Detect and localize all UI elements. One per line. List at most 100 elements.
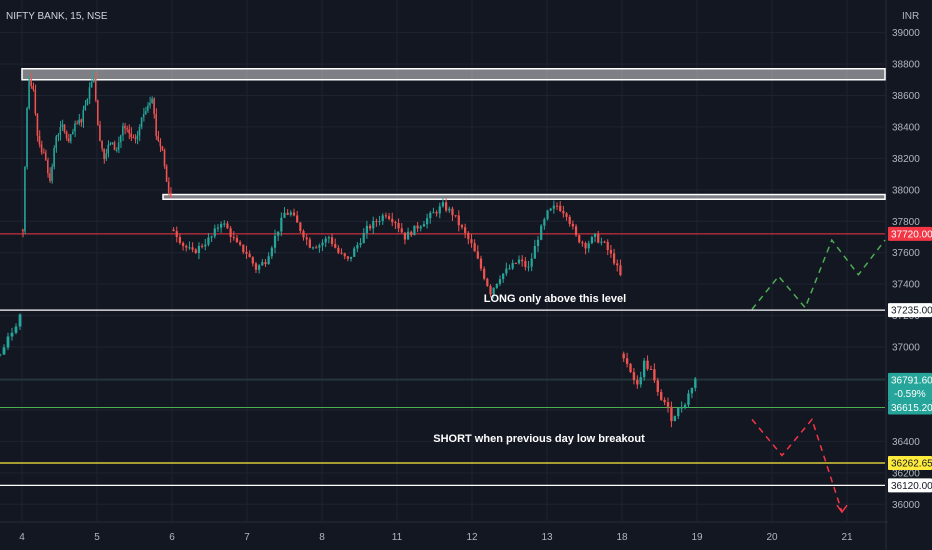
candle-body: [378, 220, 381, 222]
candle-body: [552, 205, 555, 209]
zones[interactable]: [21, 67, 886, 200]
candle-body: [149, 102, 151, 106]
candle-body: [555, 205, 559, 207]
candle-body: [495, 283, 498, 288]
candle-body: [327, 237, 330, 239]
zone-box[interactable]: [21, 67, 886, 81]
candle-body: [144, 111, 147, 115]
candle-body: [124, 125, 126, 129]
price-axis[interactable]: 39000 38800 38600 38400 38200 38000 37800 37600…: [892, 28, 920, 511]
zone-box[interactable]: [162, 193, 886, 200]
x-tick-label: 19: [691, 532, 703, 543]
candle-body: [425, 218, 429, 225]
candle-body: [460, 225, 464, 228]
candle-body: [6, 336, 10, 348]
annotation-text[interactable]: LONG only above this level: [484, 293, 626, 305]
candle-body: [609, 250, 613, 254]
candle-body: [239, 242, 242, 245]
candle-body: [646, 360, 649, 369]
candle-body: [67, 138, 70, 142]
candle-body: [622, 353, 625, 359]
candle-body: [581, 242, 584, 244]
candle-body: [299, 222, 302, 231]
levels[interactable]: [0, 233, 885, 487]
candle-body: [258, 265, 261, 270]
candle-body: [30, 79, 32, 87]
candle-body: [429, 212, 432, 219]
candle-body: [334, 243, 337, 248]
y-tick-label: 36400: [892, 437, 920, 448]
candle-body: [372, 221, 375, 229]
price-badge: [888, 400, 932, 415]
candle-body: [324, 238, 327, 243]
candle-body: [86, 98, 89, 106]
annotations[interactable]: LONG only above this level SHORT when pre…: [433, 293, 645, 445]
candle-body: [574, 226, 578, 236]
candle-body: [387, 216, 391, 219]
candle-body: [340, 252, 343, 254]
candle-body: [400, 228, 403, 233]
x-tick-label: 11: [392, 532, 403, 543]
candle-body: [527, 266, 530, 268]
candle-body: [14, 326, 18, 333]
candle-body: [514, 262, 517, 264]
price-badge: [888, 372, 932, 401]
x-tick-label: 8: [319, 532, 325, 543]
price-badge-label: 36791.60: [891, 375, 932, 386]
candle-body: [178, 237, 182, 243]
candle-body: [109, 144, 112, 146]
candle-body: [612, 253, 616, 264]
candle-body: [308, 239, 311, 248]
candle-body: [660, 391, 663, 400]
candle-body: [136, 135, 139, 140]
candle-body: [63, 124, 66, 132]
candle-body: [629, 363, 632, 373]
candle-body: [40, 144, 43, 153]
projection-short[interactable]: [751, 417, 843, 513]
candle-body: [517, 259, 521, 264]
candle-body: [568, 216, 571, 224]
candle-body: [457, 215, 460, 226]
currency-label[interactable]: INR: [902, 11, 919, 22]
candle-body: [498, 279, 502, 284]
candle-body: [270, 247, 273, 257]
projection-long[interactable]: [751, 238, 886, 310]
candle-body: [489, 285, 492, 295]
candle-body: [511, 262, 514, 269]
candle-body: [47, 160, 49, 174]
candle-body: [191, 247, 194, 250]
annotation-text[interactable]: SHORT when previous day low breakout: [433, 433, 645, 445]
candle-body: [28, 79, 30, 108]
candle-body: [636, 379, 639, 385]
candle-body: [578, 235, 581, 243]
candle-body: [438, 206, 441, 214]
candle-body: [130, 133, 132, 138]
candle-body: [677, 407, 680, 417]
candle-body: [639, 377, 642, 385]
time-axis[interactable]: 4 5 6 7 8 11 12 13 18 19 20 21: [19, 532, 853, 543]
candle-body: [188, 247, 191, 249]
candle-body: [330, 237, 334, 244]
candle-body: [82, 109, 84, 123]
candle-body: [169, 192, 172, 198]
candle-body: [185, 245, 188, 248]
candle-body: [448, 208, 451, 211]
candle-body: [59, 127, 62, 135]
candle-body: [473, 243, 476, 252]
candle-body: [18, 314, 22, 327]
candle-body: [49, 173, 51, 181]
candle-body: [391, 218, 394, 223]
y-tick-label: 38400: [892, 122, 920, 133]
price-badge: [888, 303, 932, 318]
projections[interactable]: [751, 238, 886, 514]
candle-body: [432, 212, 435, 214]
price-badge: [888, 478, 932, 493]
candle-body: [653, 369, 656, 381]
candle-body: [172, 229, 175, 232]
candle-body: [242, 244, 245, 252]
candle-body: [616, 263, 619, 266]
candle-body: [2, 347, 6, 355]
candle-body: [540, 225, 543, 240]
